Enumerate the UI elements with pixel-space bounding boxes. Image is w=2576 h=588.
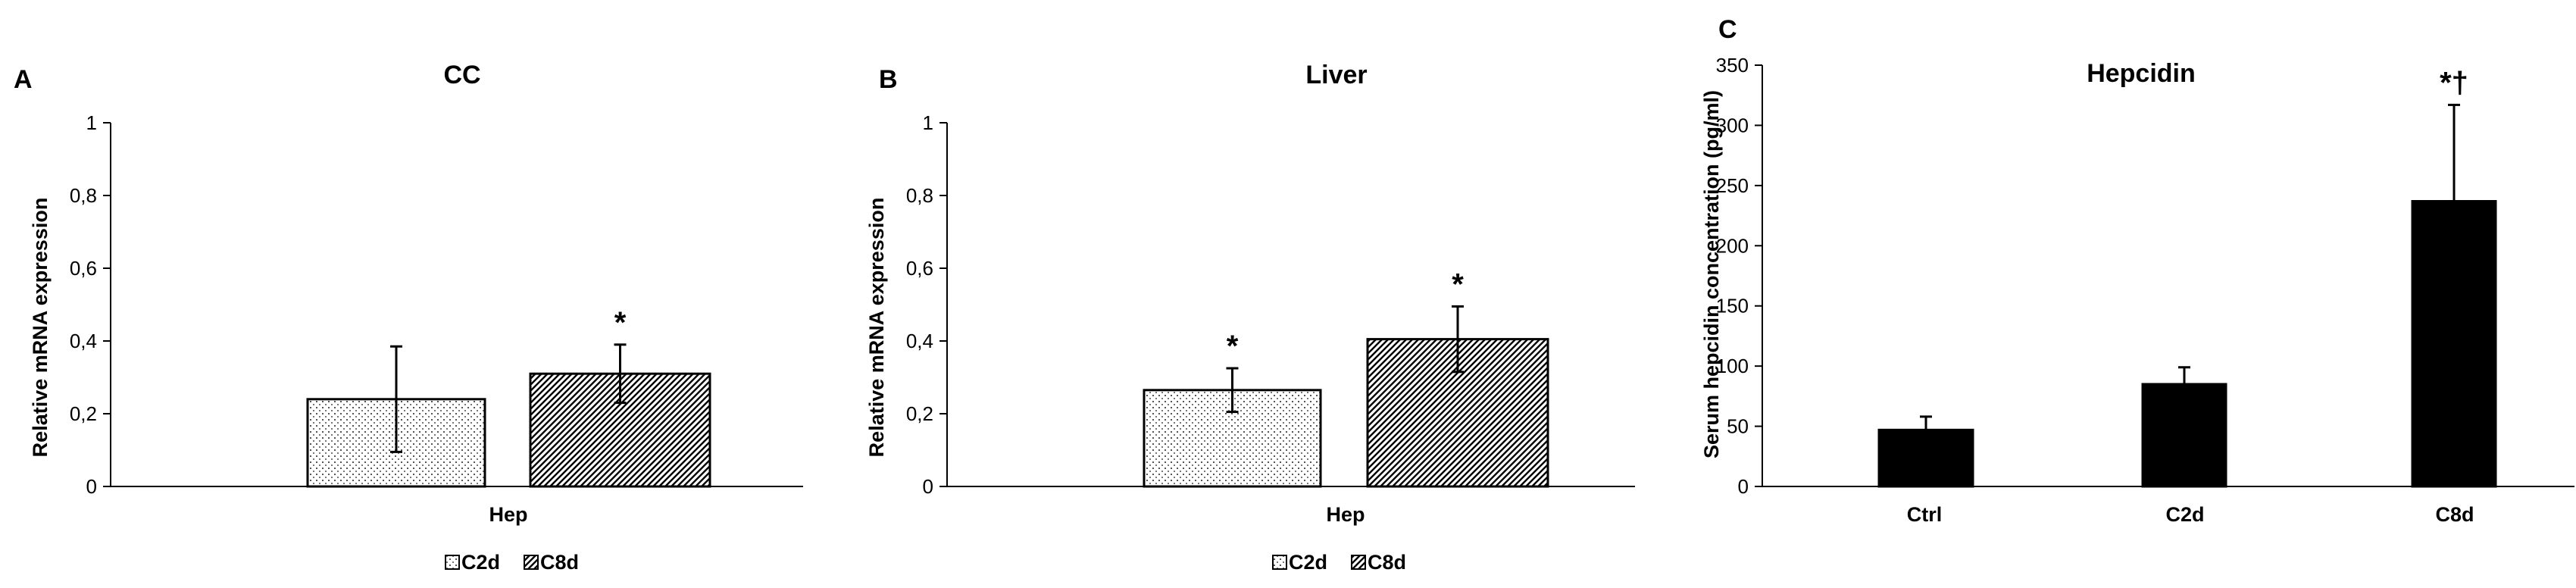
legend-label-c2d: C2d [461, 551, 500, 574]
panel-c-letter: C [1718, 15, 1737, 44]
legend-label-c2d: C2d [1289, 551, 1327, 574]
x-tick-label: C8d [2435, 503, 2474, 526]
legend-item-c8d: C8d [1351, 551, 1406, 574]
panel-c-plot: 0 50 100 150 200 250 300 350 Ctrl C2d C8d *† [1716, 54, 2574, 526]
y-tick-label: 0,2 [70, 402, 97, 425]
panel-a: A CC Relative mRNA expression 0 0,2 0,4 0,6… [14, 61, 803, 574]
y-tick-label: 0 [923, 475, 933, 498]
x-tick-label: Hep [1326, 503, 1365, 526]
y-tick-label: 250 [1716, 174, 1749, 197]
y-tick-label: 0 [1738, 475, 1749, 498]
panel-b-plot: 0 0,2 0,4 0,6 0,8 1 Hep * * [906, 111, 1635, 526]
y-tick-label: 0,4 [70, 330, 97, 352]
significance-marker: *† [2440, 66, 2468, 99]
legend-label-c8d: C8d [1368, 551, 1406, 574]
significance-marker: * [1452, 267, 1464, 301]
y-tick-label: 100 [1716, 355, 1749, 377]
y-tick-label: 0,2 [906, 402, 933, 425]
y-tick-label: 150 [1716, 295, 1749, 317]
y-tick-label: 0,8 [906, 184, 933, 207]
y-tick-label: 0,6 [906, 257, 933, 280]
y-tick-label: 50 [1727, 415, 1749, 438]
legend-item-c8d: C8d [524, 551, 579, 574]
panel-a-letter: A [14, 65, 33, 94]
panel-b-title: Liver [1305, 61, 1367, 89]
legend-item-c2d: C2d [445, 551, 500, 574]
x-tick-label: Ctrl [1907, 503, 1943, 526]
panel-c: C Hepcidin Serum hepcidin concentration … [1700, 15, 2574, 526]
legend-label-c8d: C8d [540, 551, 579, 574]
panel-c-y-axis-label: Serum hepcidin concentration (pg/ml) [1700, 90, 1723, 458]
legend-swatch-c8d [1351, 555, 1366, 570]
y-tick-label: 0,4 [906, 330, 933, 352]
y-tick-label: 350 [1716, 54, 1749, 77]
panel-a-legend: C2d C8d [445, 551, 579, 574]
significance-marker: * [614, 306, 627, 339]
x-tick-label: Hep [489, 503, 527, 526]
significance-marker: * [1227, 330, 1239, 363]
y-tick-label: 200 [1716, 234, 1749, 257]
panel-a-plot: 0 0,2 0,4 0,6 0,8 1 Hep * [70, 111, 803, 526]
legend-swatch-c2d [445, 555, 460, 570]
panel-a-title: CC [443, 61, 480, 89]
y-tick-label: 0,6 [70, 257, 97, 280]
panel-b-letter: B [879, 65, 898, 94]
legend-swatch-c8d [524, 555, 539, 570]
y-tick-label: 0 [86, 475, 97, 498]
y-tick-label: 300 [1716, 114, 1749, 136]
y-tick-label: 1 [923, 111, 933, 134]
legend-swatch-c2d [1272, 555, 1287, 570]
x-tick-label: C2d [2165, 503, 2204, 526]
panel-a-y-axis-label: Relative mRNA expression [29, 198, 52, 458]
panel-c-title: Hepcidin [2087, 59, 2196, 88]
y-tick-label: 1 [86, 111, 97, 134]
legend-item-c2d: C2d [1272, 551, 1327, 574]
panel-b-y-axis-label: Relative mRNA expression [865, 198, 888, 458]
panel-b: B Liver Relative mRNA expression 0 0,2 0,4… [865, 61, 1635, 574]
y-tick-label: 0,8 [70, 184, 97, 207]
panel-b-legend: C2d C8d [1272, 551, 1406, 574]
